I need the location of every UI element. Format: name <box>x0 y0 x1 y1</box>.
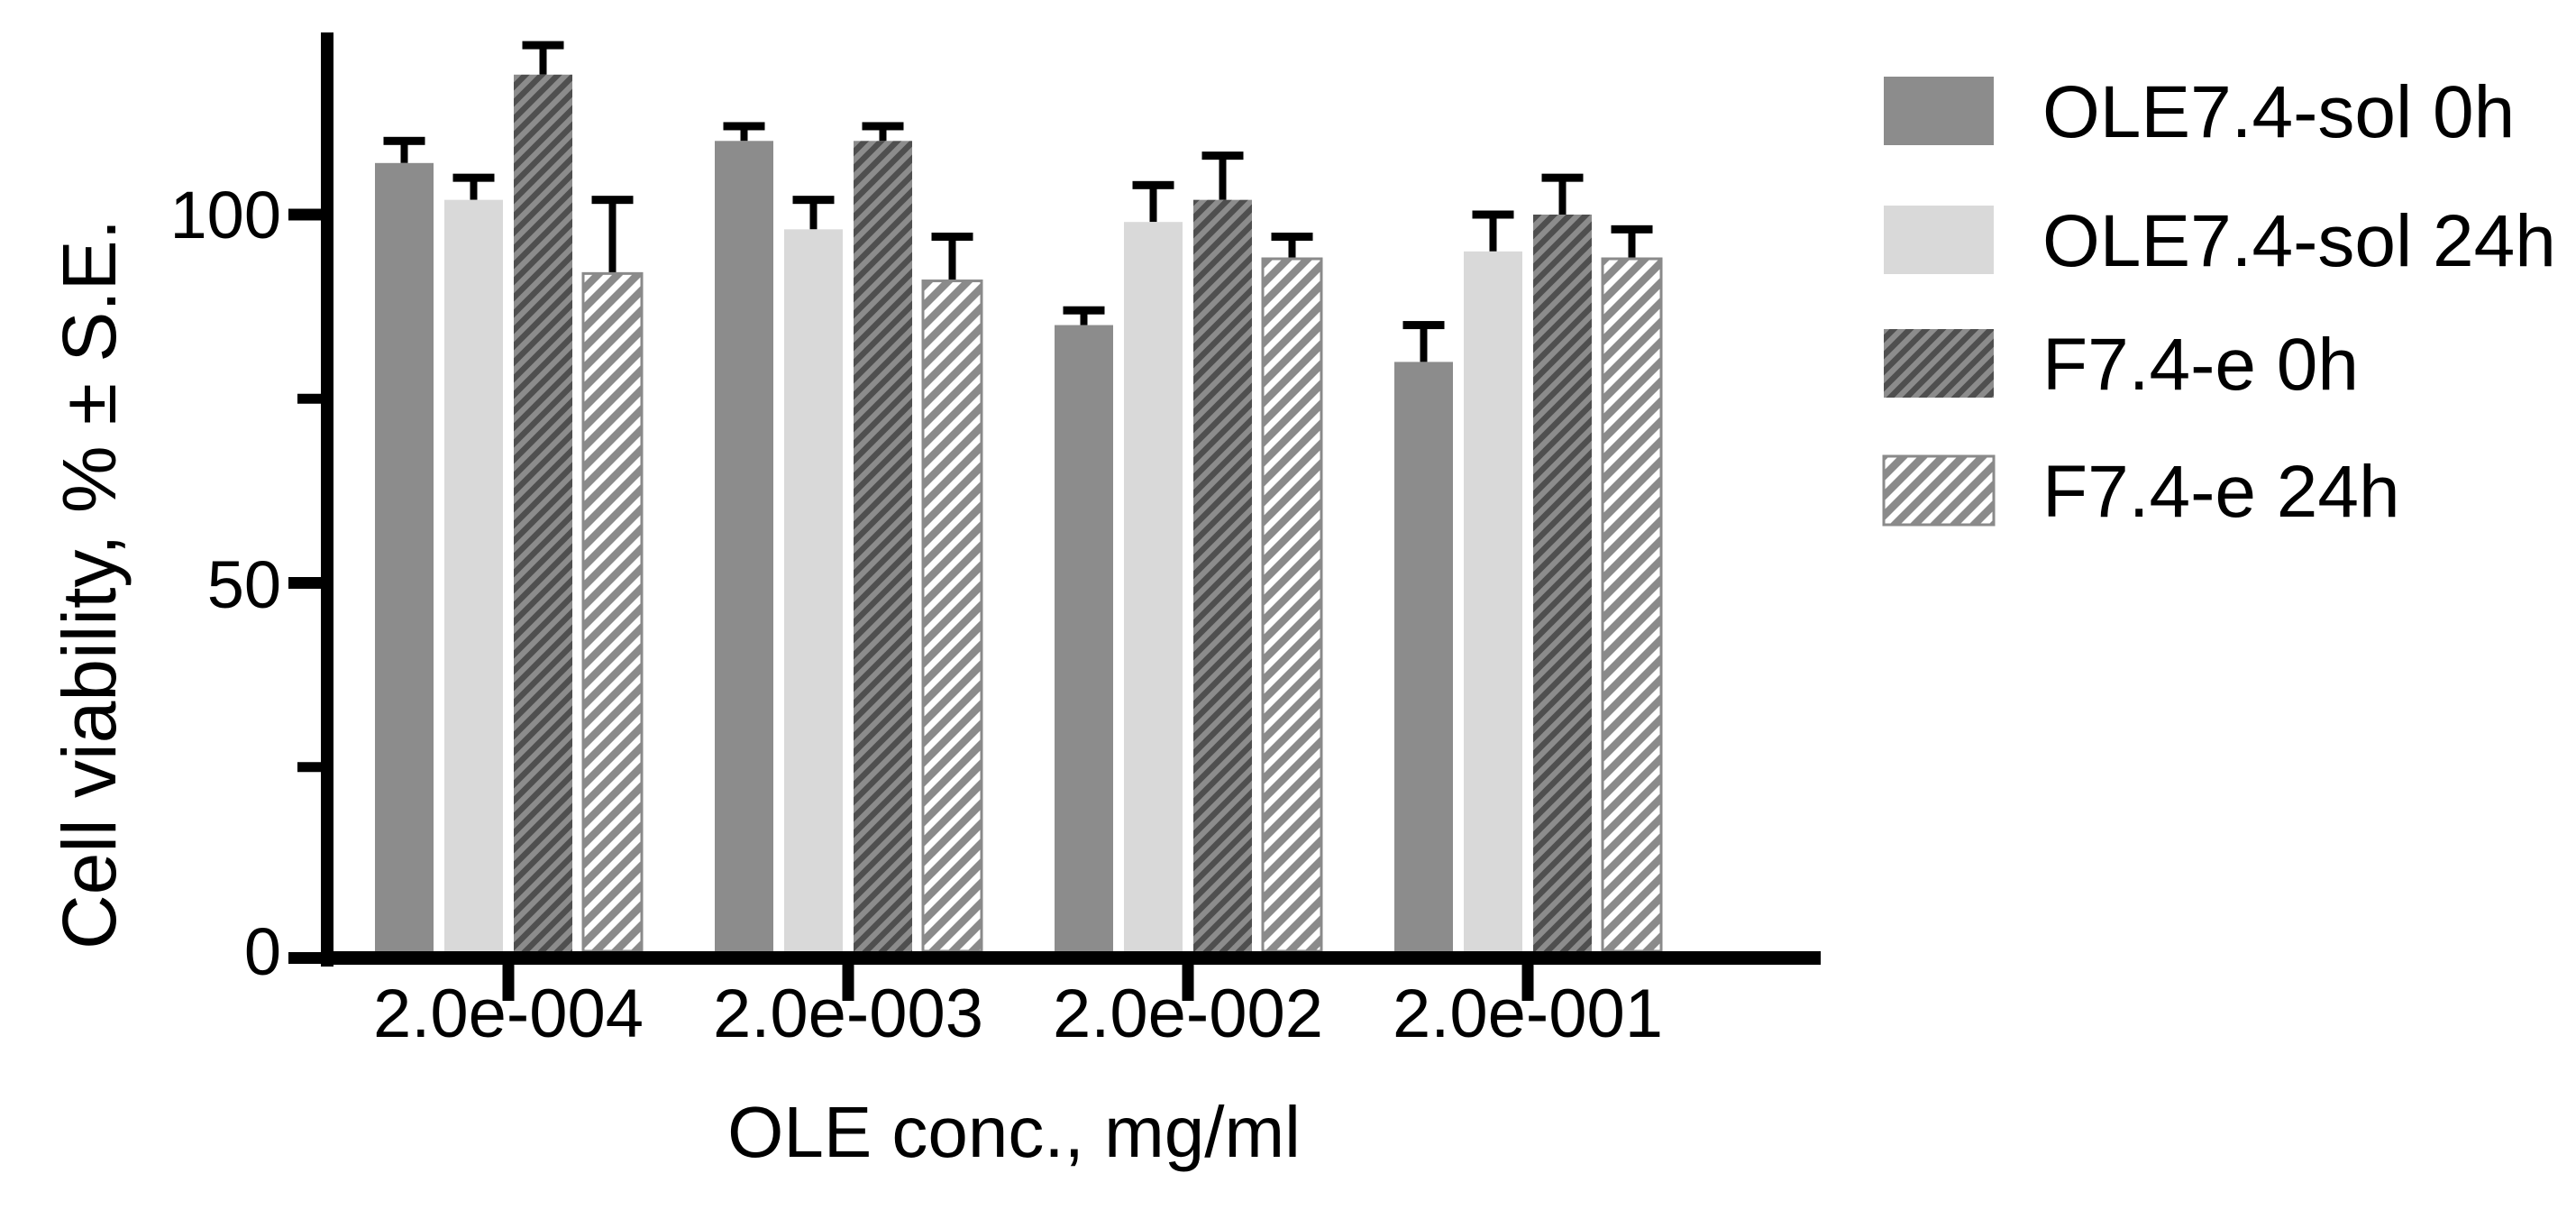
y-minor-tick-25 <box>297 762 321 773</box>
error-bar-cap-f7-4-e-0h-3 <box>1541 173 1584 182</box>
error-bar-line-f7-4-e-24h-3 <box>1628 229 1636 260</box>
error-bar-cap-f7-4-e-24h-2 <box>1271 233 1313 242</box>
y-axis-title: Cell viability, % ± S.E. <box>47 219 132 949</box>
bar-f7-4-e-0h-group-3 <box>1533 215 1592 951</box>
legend-label-ole74-sol-0h: OLE7.4-sol 0h <box>2042 71 2515 153</box>
bar-f7-4-e-24h-group-1 <box>921 280 983 953</box>
x-tick-2 <box>1182 965 1194 1001</box>
legend-swatch-ole74-sol-0h <box>1884 77 1994 145</box>
legend-label-f74-e-24h: F7.4-e 24h <box>2042 451 2400 533</box>
bar-f7-4-e-0h-group-0 <box>514 74 572 951</box>
x-tick-1 <box>842 965 854 1001</box>
bar-f7-4-e-24h-group-2 <box>1261 257 1323 953</box>
bar-ole7-4-sol-0h-group-1 <box>715 141 773 952</box>
y-minor-tick-75 <box>297 393 321 404</box>
error-bar-cap-ole7-4-sol-24h-2 <box>1132 180 1174 189</box>
error-bar-line-ole7-4-sol-24h-0 <box>470 178 478 200</box>
y-major-tick-50 <box>288 577 321 589</box>
error-bar-cap-f7-4-e-24h-3 <box>1611 225 1653 234</box>
bar-ole7-4-sol-24h-group-1 <box>784 229 843 952</box>
x-axis-title: OLE conc., mg/ml <box>727 1092 1301 1172</box>
bar-ole7-4-sol-0h-group-3 <box>1394 362 1453 951</box>
bar-ole7-4-sol-0h-group-0 <box>375 162 434 951</box>
y-tick-label-0: 0 <box>244 914 281 989</box>
error-bar-cap-ole7-4-sol-24h-0 <box>452 173 495 182</box>
error-bar-cap-ole7-4-sol-0h-1 <box>723 122 765 131</box>
bars-layer <box>375 41 1663 953</box>
x-tick-label-3: 2.0e-002 <box>1053 976 1323 1052</box>
y-major-tick-100 <box>288 208 321 221</box>
y-tick-label-100: 100 <box>170 178 281 252</box>
x-tick-label-2: 2.0e-003 <box>713 976 983 1052</box>
error-bar-cap-ole7-4-sol-0h-2 <box>1063 306 1105 315</box>
error-bar-line-ole7-4-sol-0h-1 <box>740 125 748 142</box>
error-bar-line-f7-4-e-24h-1 <box>948 236 956 281</box>
bar-ole7-4-sol-24h-group-3 <box>1464 251 1522 952</box>
error-bar-cap-ole7-4-sol-24h-1 <box>792 196 835 205</box>
legend-swatch-f74-e-24h <box>1882 454 1996 527</box>
legend-swatch-f74-e-0h <box>1884 329 1994 398</box>
error-bar-cap-f7-4-e-24h-0 <box>591 196 634 205</box>
error-bar-line-ole7-4-sol-0h-3 <box>1420 325 1428 362</box>
error-bar-line-ole7-4-sol-0h-0 <box>400 141 408 163</box>
error-bar-line-f7-4-e-0h-0 <box>539 45 547 75</box>
legend-swatch-ole74-sol-24h <box>1884 206 1994 274</box>
y-tick-label-50: 50 <box>207 547 281 622</box>
ticks-layer <box>288 208 1534 1001</box>
error-bar-line-ole7-4-sol-24h-3 <box>1489 215 1497 252</box>
bar-ole7-4-sol-24h-group-2 <box>1124 222 1183 952</box>
x-tick-3 <box>1521 965 1534 1001</box>
bar-f7-4-e-24h-group-3 <box>1601 257 1663 953</box>
error-bar-line-f7-4-e-24h-2 <box>1288 236 1296 260</box>
error-bar-line-f7-4-e-24h-0 <box>608 199 617 274</box>
error-bar-line-ole7-4-sol-0h-2 <box>1080 310 1088 325</box>
axes-layer <box>288 32 1821 1001</box>
bar-f7-4-e-0h-group-2 <box>1193 199 1252 951</box>
bar-ole7-4-sol-24h-group-0 <box>444 199 503 951</box>
bar-f7-4-e-24h-group-0 <box>581 271 644 953</box>
error-bar-cap-ole7-4-sol-0h-0 <box>383 136 425 145</box>
x-tick-label-4: 2.0e-001 <box>1393 976 1663 1052</box>
legend-label-f74-e-0h: F7.4-e 0h <box>2042 324 2359 406</box>
bar-f7-4-e-0h-group-1 <box>854 141 912 952</box>
legend-label-ole74-sol-24h: OLE7.4-sol 24h <box>2042 200 2556 282</box>
x-tick-label-1: 2.0e-004 <box>373 976 644 1052</box>
bar-ole7-4-sol-0h-group-2 <box>1055 325 1113 951</box>
error-bar-cap-f7-4-e-24h-1 <box>931 233 973 242</box>
x-axis-line <box>321 951 1821 965</box>
error-bar-cap-f7-4-e-0h-0 <box>522 41 564 50</box>
legend: OLE7.4-sol 0h OLE7.4-sol 24h F7.4-e 0h F… <box>1882 71 2556 533</box>
y-major-tick-0 <box>288 952 321 964</box>
x-tick-0 <box>502 965 515 1001</box>
error-bar-cap-ole7-4-sol-24h-3 <box>1472 210 1514 219</box>
error-bar-line-f7-4-e-0h-3 <box>1558 178 1567 215</box>
error-bar-cap-f7-4-e-0h-2 <box>1201 151 1244 160</box>
error-bar-cap-ole7-4-sol-0h-3 <box>1402 321 1445 330</box>
error-bar-line-ole7-4-sol-24h-1 <box>809 199 818 230</box>
error-bar-line-f7-4-e-0h-2 <box>1219 155 1227 200</box>
error-bar-cap-f7-4-e-0h-1 <box>862 122 904 131</box>
error-bar-line-f7-4-e-0h-1 <box>879 125 887 142</box>
error-bar-line-ole7-4-sol-24h-2 <box>1149 185 1157 223</box>
y-axis-line <box>321 32 333 967</box>
